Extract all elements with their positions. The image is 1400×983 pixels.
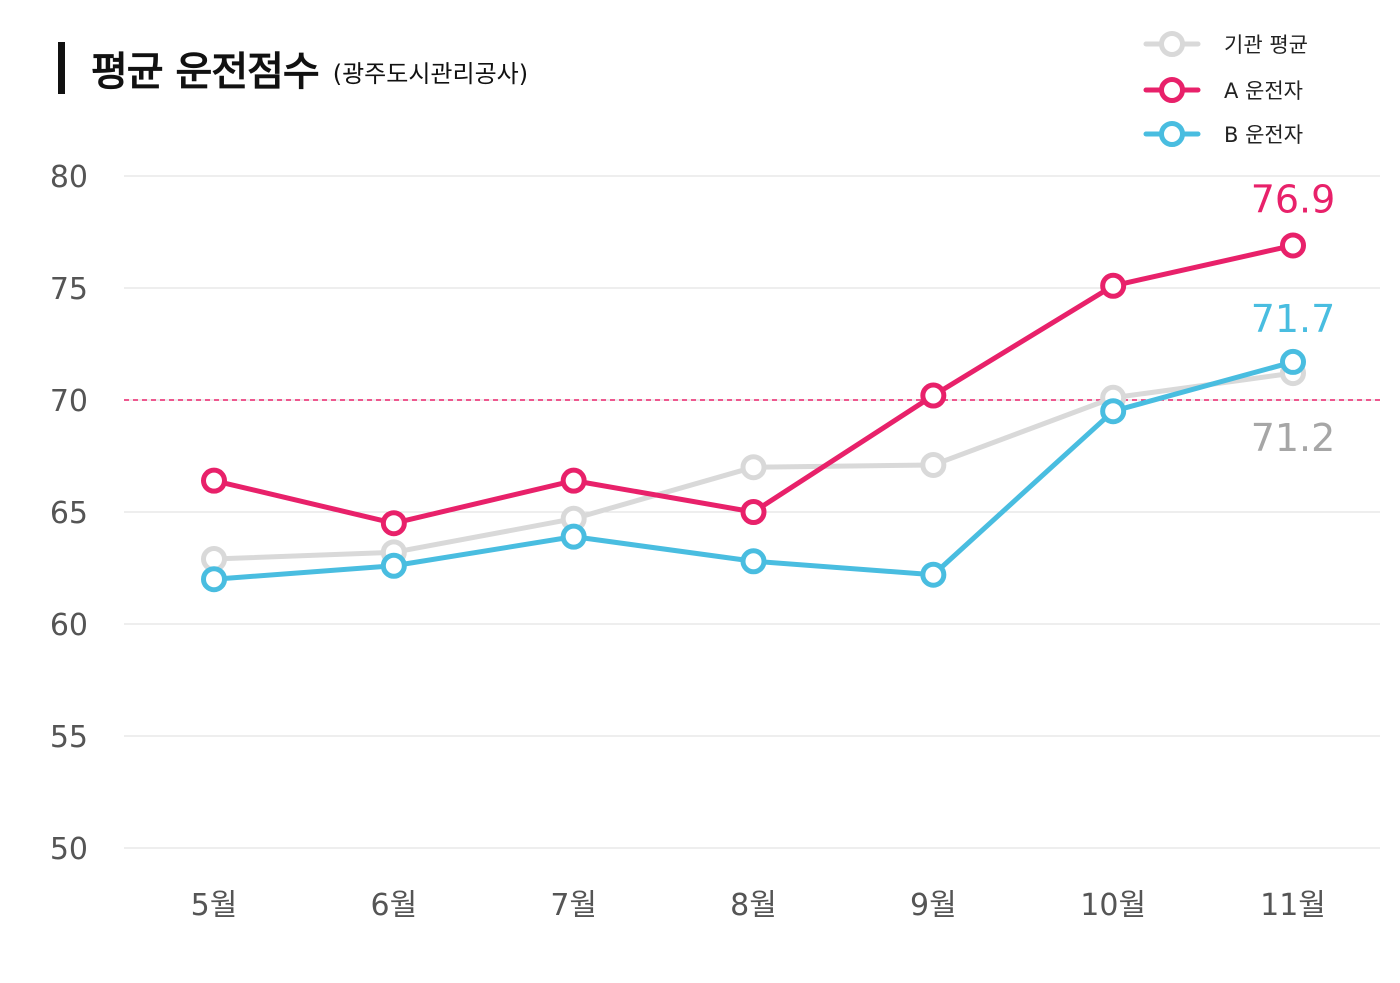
legend-item-2: B 운전자 bbox=[1143, 121, 1303, 147]
series-line-1 bbox=[211, 242, 1296, 526]
end-label-series-0: 71.2 bbox=[1251, 416, 1336, 460]
series-2-point-4 bbox=[920, 561, 947, 588]
title-accent-bar bbox=[58, 42, 65, 94]
series-1-point-2 bbox=[560, 467, 587, 494]
legend-label-1: A 운전자 bbox=[1224, 79, 1303, 103]
series-1-point-0 bbox=[201, 467, 227, 494]
series-2-point-2 bbox=[560, 523, 587, 550]
y-tick-label-50: 50 bbox=[50, 832, 88, 867]
series-1-point-4 bbox=[920, 382, 947, 409]
series-1 bbox=[201, 232, 1306, 537]
y-tick-label-80: 80 bbox=[50, 160, 88, 195]
legend-item-0: 기관 평균 bbox=[1143, 31, 1308, 57]
series-1-point-3 bbox=[740, 499, 767, 525]
x-tick-label-2: 7월 bbox=[550, 888, 597, 923]
x-tick-label-4: 9월 bbox=[910, 888, 957, 923]
legend-marker-icon-2 bbox=[1159, 121, 1185, 147]
chart-subtitle: (광주도시관리공사) bbox=[332, 59, 529, 88]
legend: 기관 평균 A 운전자 B 운전자 bbox=[1143, 31, 1308, 147]
y-tick-label-65: 65 bbox=[50, 496, 88, 531]
legend-label-2: B 운전자 bbox=[1224, 123, 1303, 147]
legend-item-1: A 운전자 bbox=[1143, 77, 1303, 103]
series-2 bbox=[201, 348, 1306, 593]
x-tick-label-6: 11월 bbox=[1260, 888, 1326, 923]
y-tick-label-70: 70 bbox=[50, 384, 88, 419]
legend-marker-icon-1 bbox=[1159, 77, 1185, 103]
series-0 bbox=[201, 360, 1306, 573]
x-axis-labels: 5월 6월 7월 8월 9월 10월 11월 bbox=[191, 888, 1326, 923]
legend-marker-icon-0 bbox=[1159, 31, 1185, 57]
y-tick-label-55: 55 bbox=[50, 720, 88, 755]
x-tick-label-5: 10월 bbox=[1080, 888, 1146, 923]
series-1-point-1 bbox=[380, 510, 407, 537]
series-2-point-3 bbox=[740, 548, 767, 575]
y-tick-label-75: 75 bbox=[50, 272, 88, 307]
x-tick-label-1: 6월 bbox=[370, 888, 417, 923]
series-0-point-4 bbox=[920, 451, 947, 478]
end-labels: 71.2 76.9 71.7 bbox=[1251, 177, 1336, 460]
series-2-point-6 bbox=[1280, 348, 1306, 375]
series-2-point-5 bbox=[1100, 398, 1127, 425]
series-2-point-1 bbox=[380, 552, 407, 579]
chart-title: 평균 운전점수 bbox=[91, 49, 320, 95]
y-tick-label-60: 60 bbox=[50, 608, 88, 643]
y-axis-labels: 50 55 60 65 70 75 80 bbox=[50, 160, 88, 867]
legend-label-0: 기관 평균 bbox=[1224, 33, 1308, 57]
x-tick-label-0: 5월 bbox=[191, 888, 238, 923]
series-1-point-6 bbox=[1280, 232, 1306, 259]
series-2-point-0 bbox=[201, 566, 227, 593]
series-1-point-5 bbox=[1100, 272, 1127, 299]
end-label-series-2: 71.7 bbox=[1251, 297, 1336, 341]
x-tick-label-3: 8월 bbox=[730, 888, 777, 923]
series-0-point-3 bbox=[740, 454, 767, 481]
chart-title-block: 평균 운전점수 (광주도시관리공사) bbox=[58, 38, 528, 98]
series-group bbox=[201, 232, 1306, 593]
end-label-series-1: 76.9 bbox=[1251, 177, 1336, 221]
